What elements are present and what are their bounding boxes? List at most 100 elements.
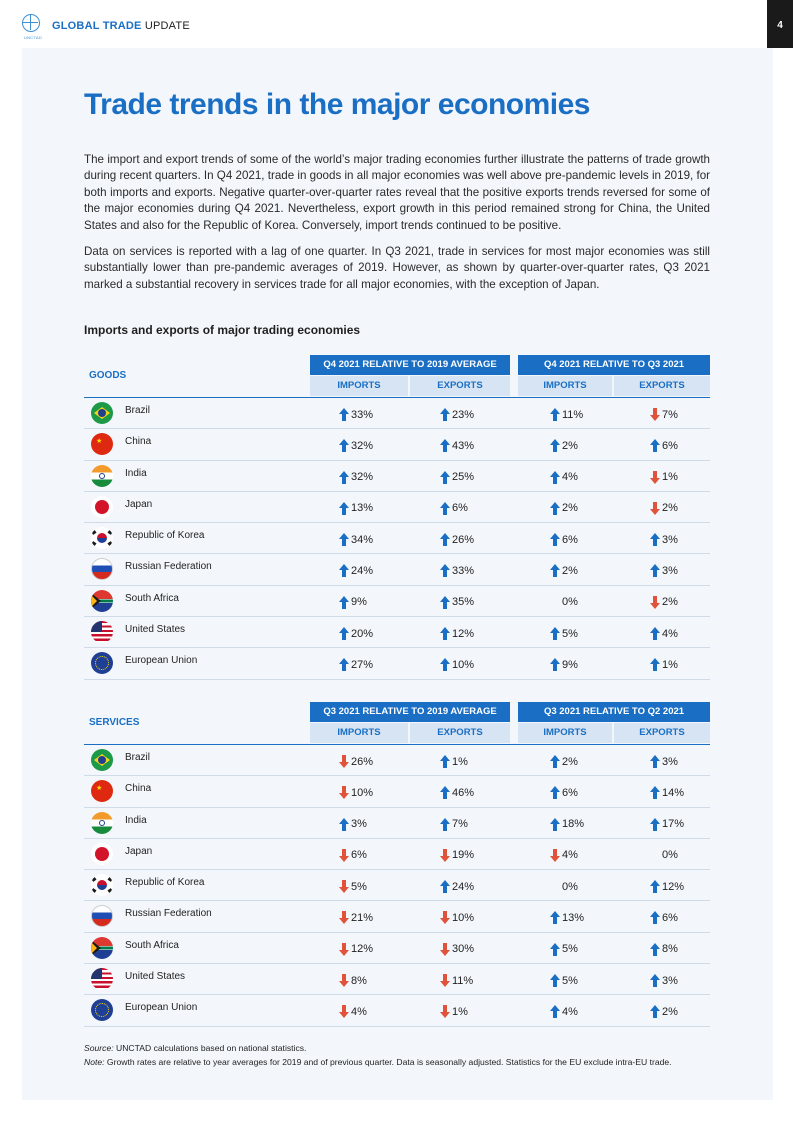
growth-value: 13% <box>562 911 585 924</box>
growth-cell: 13% <box>550 911 585 925</box>
growth-value: 12% <box>452 627 475 640</box>
arrow-up-icon <box>339 627 349 641</box>
growth-value: 0% <box>662 849 678 862</box>
flag-brazil-icon <box>91 402 113 424</box>
growth-cell: 10% <box>440 658 474 672</box>
growth-cell: 33% <box>339 408 373 421</box>
growth-cell: 1% <box>650 658 678 672</box>
growth-cell: 35% <box>440 595 474 609</box>
country-name: Republic of Korea <box>125 530 205 542</box>
growth-cell: 6% <box>339 848 367 862</box>
goods-label: GOODS <box>89 370 127 381</box>
arrow-up-icon <box>550 627 560 641</box>
arrow-up-icon <box>650 755 660 768</box>
growth-cell: 2% <box>550 501 578 515</box>
arrow-up-icon <box>550 911 560 925</box>
growth-cell: 3% <box>650 755 678 768</box>
growth-value: 8% <box>662 943 678 956</box>
services-table: SERVICES Q3 2021 RELATIVE TO 2019 AVERAG… <box>84 702 710 1027</box>
no-change-spacer <box>650 849 660 862</box>
growth-value: 6% <box>562 786 578 799</box>
growth-cell: 2% <box>550 755 578 768</box>
goods-col-exports-qoq: EXPORTS <box>614 376 710 396</box>
goods-col-imports-qoq: IMPORTS <box>518 376 612 396</box>
growth-value: 4% <box>662 627 678 640</box>
growth-value: 3% <box>662 974 678 987</box>
arrow-up-icon <box>440 595 450 609</box>
arrow-down-icon <box>339 755 349 768</box>
note-label: Note: <box>84 1057 105 1067</box>
growth-value: 5% <box>562 943 578 956</box>
country-name: European Union <box>125 655 198 667</box>
arrow-up-icon <box>440 658 450 672</box>
growth-cell: 2% <box>650 1005 678 1019</box>
growth-cell: 10% <box>339 786 373 800</box>
arrow-down-icon <box>339 974 349 988</box>
growth-cell: 19% <box>440 848 474 862</box>
flag-korea-icon <box>91 527 113 550</box>
country-name: European Union <box>125 1002 198 1014</box>
growth-cell: 7% <box>440 817 468 831</box>
arrow-up-icon <box>550 564 560 578</box>
growth-value: 5% <box>351 880 367 893</box>
growth-value: 21% <box>351 911 374 924</box>
flag-eu-icon <box>91 999 113 1022</box>
table-row: Brazil 26% 1% 2% 3% <box>84 745 710 777</box>
arrow-down-icon <box>339 848 349 862</box>
table-row: South Africa 9% 35% 0% 2% <box>84 586 710 618</box>
table-row: Russian Federation 24% 33% 2% 3% <box>84 554 710 586</box>
growth-cell: 34% <box>339 533 373 547</box>
growth-value: 7% <box>662 408 678 421</box>
logo-text: UNCTAD <box>23 35 43 40</box>
arrow-up-icon <box>339 658 349 672</box>
growth-cell: 14% <box>650 786 684 800</box>
growth-value: 6% <box>351 849 367 862</box>
growth-cell: 4% <box>650 627 678 641</box>
arrow-up-icon <box>650 974 660 988</box>
growth-value: 46% <box>452 786 475 799</box>
growth-cell: 5% <box>339 880 367 894</box>
growth-cell: 0% <box>650 849 678 862</box>
arrow-up-icon <box>550 817 560 831</box>
growth-value: 23% <box>452 408 475 421</box>
arrow-down-icon <box>440 911 450 925</box>
growth-value: 10% <box>452 911 475 924</box>
growth-value: 2% <box>662 596 678 609</box>
arrow-up-icon <box>440 786 450 800</box>
table-row: United States 20% 12% 5% 4% <box>84 617 710 649</box>
growth-cell: 5% <box>550 942 578 956</box>
arrow-up-icon <box>650 439 660 453</box>
growth-cell: 32% <box>339 439 373 453</box>
growth-value: 0% <box>562 880 578 893</box>
goods-table-body: Brazil 33% 23% 11% 7% ★ China 32% 43% 2% 6% India 32… <box>84 398 710 680</box>
growth-cell: 24% <box>440 880 474 894</box>
table-row: Japan 13% 6% 2% 2% <box>84 492 710 524</box>
services-label: SERVICES <box>89 717 140 728</box>
growth-value: 33% <box>452 564 475 577</box>
growth-value: 9% <box>351 596 367 609</box>
growth-cell: 6% <box>650 439 678 453</box>
growth-value: 8% <box>351 974 367 987</box>
growth-cell: 1% <box>440 1005 468 1019</box>
flag-japan-icon <box>91 495 113 518</box>
brand-thin: UPDATE <box>141 20 190 32</box>
growth-cell: 6% <box>550 786 578 800</box>
country-name: India <box>125 467 147 479</box>
arrow-up-icon <box>550 942 560 956</box>
arrow-up-icon <box>650 564 660 578</box>
growth-value: 6% <box>662 911 678 924</box>
flag-japan-icon <box>91 842 113 865</box>
growth-cell: 23% <box>440 408 474 421</box>
services-table-header: SERVICES Q3 2021 RELATIVE TO 2019 AVERAG… <box>84 702 710 745</box>
growth-cell: 10% <box>440 911 475 925</box>
growth-value: 2% <box>662 1005 678 1018</box>
growth-cell: 4% <box>550 1005 578 1019</box>
table-row: India 32% 25% 4% 1% <box>84 461 710 492</box>
arrow-up-icon <box>550 470 560 484</box>
flag-china-icon: ★ <box>91 433 113 456</box>
growth-cell: 4% <box>550 470 578 484</box>
growth-cell: 9% <box>550 658 578 672</box>
table-row: Republic of Korea 34% 26% 6% 3% <box>84 523 710 555</box>
arrow-down-icon <box>650 408 660 421</box>
country-name: China <box>125 436 152 448</box>
